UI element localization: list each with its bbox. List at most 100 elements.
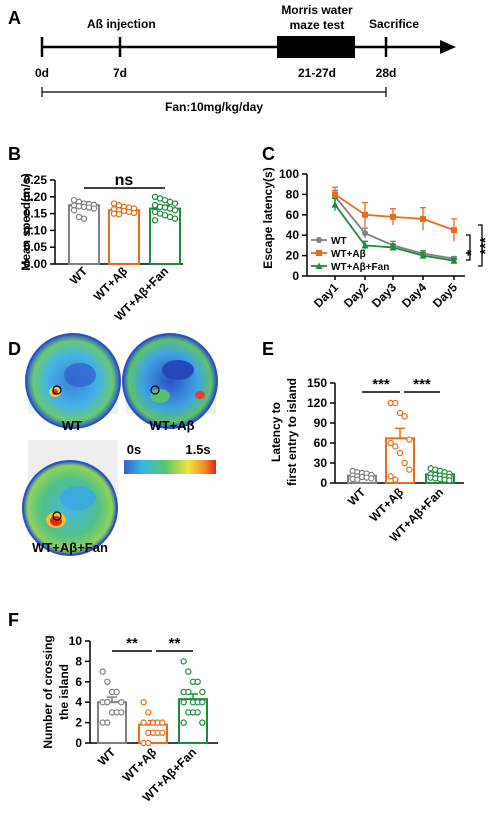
b-data-point bbox=[156, 203, 164, 211]
c-y-tick-label: 40 bbox=[286, 228, 300, 242]
e-data-point bbox=[406, 466, 413, 473]
c-legend-label: WT+Aβ bbox=[331, 249, 366, 260]
e-x-tick-label: WT bbox=[345, 485, 369, 509]
c-x-tick-label: Day5 bbox=[430, 280, 460, 310]
c-legend-marker bbox=[316, 250, 322, 256]
c-y-tick-label: 80 bbox=[286, 187, 300, 201]
panel-label-d: D bbox=[8, 339, 21, 359]
heatmap-label-wt: WT bbox=[62, 418, 82, 433]
c-sig-bracket-2 bbox=[478, 224, 483, 267]
b-y-tick-label: 0.15 bbox=[24, 207, 48, 221]
b-data-point bbox=[70, 207, 78, 214]
e-y-tick-label: 0 bbox=[320, 476, 327, 490]
e-y-tick-label: 60 bbox=[314, 436, 328, 450]
b-data-point bbox=[151, 217, 159, 224]
f-x-tick-label: WT bbox=[95, 745, 119, 769]
f-data-point bbox=[199, 688, 206, 696]
platform-marker-wt bbox=[52, 385, 62, 395]
f-data-point bbox=[104, 678, 111, 686]
scale-max-label: 1.5s bbox=[185, 442, 210, 457]
f-y-tick-label: 2 bbox=[75, 716, 82, 730]
scale-min-label: 0s bbox=[127, 442, 141, 457]
c-legend-label: WT bbox=[331, 236, 347, 247]
f-x-tick-label: WT+Aβ bbox=[120, 745, 159, 784]
tick-label-21-27d: 21-27d bbox=[298, 66, 336, 80]
f-y-tick-label: 8 bbox=[75, 654, 82, 668]
f-ylabel-1: Number of crossing bbox=[41, 635, 55, 748]
f-y-tick-label: 4 bbox=[75, 695, 82, 709]
b-ylabel: Mean speed(m/s) bbox=[19, 173, 33, 270]
heatmap-label-wt-abeta: WT+Aβ bbox=[149, 418, 194, 433]
e-y-tick-label: 120 bbox=[307, 396, 327, 410]
platform-marker-wt-abeta bbox=[150, 385, 160, 395]
b-y-tick-label: 0.00 bbox=[24, 257, 48, 271]
e-data-point bbox=[387, 473, 394, 480]
b-data-point bbox=[171, 200, 179, 207]
c-legend-marker bbox=[315, 262, 323, 269]
f-data-point bbox=[185, 668, 192, 675]
c-data-point bbox=[451, 227, 457, 234]
c-y-tick-label: 100 bbox=[279, 167, 299, 181]
f-ylabel-2: the island bbox=[57, 664, 71, 720]
b-y-tick-label: 0.20 bbox=[24, 190, 48, 204]
f-data-point bbox=[99, 668, 106, 675]
c-data-point bbox=[362, 211, 368, 218]
e-sig-label: *** bbox=[413, 376, 431, 393]
panel-label-a: A bbox=[8, 8, 21, 28]
b-x-tick-label: WT bbox=[67, 264, 91, 288]
e-y-tick-label: 150 bbox=[307, 376, 327, 390]
heatmap-wt bbox=[25, 333, 121, 429]
color-scale-bar bbox=[124, 460, 216, 474]
e-ylabel-2: first entry to island bbox=[285, 378, 299, 486]
e-y-tick-label: 30 bbox=[314, 456, 328, 470]
f-data-point bbox=[194, 678, 201, 686]
c-data-point bbox=[450, 257, 458, 264]
c-y-tick-label: 0 bbox=[292, 269, 299, 283]
heatmap-wt-abeta bbox=[122, 333, 218, 429]
event-abeta-injection: Aß injection bbox=[87, 17, 156, 31]
f-data-point bbox=[180, 719, 187, 726]
b-data-point bbox=[85, 204, 93, 211]
f-data-point bbox=[104, 699, 111, 706]
panel-e: E Latency to first entry to island 0 30 60… bbox=[262, 339, 464, 545]
b-data-point bbox=[171, 215, 179, 222]
f-data-point bbox=[159, 719, 166, 726]
c-x-tick-label: Day1 bbox=[311, 280, 341, 310]
tick-label-7d: 7d bbox=[113, 66, 127, 80]
c-data-point bbox=[331, 201, 339, 208]
c-y-tick-label: 20 bbox=[286, 249, 300, 263]
c-data-point bbox=[389, 243, 397, 251]
b-y-tick-label: 0.25 bbox=[24, 173, 48, 187]
c-x-tick-label: Day2 bbox=[341, 280, 371, 310]
b-y-tick-label: 0.10 bbox=[24, 223, 48, 237]
platform-marker-wt-abeta-fan bbox=[52, 511, 62, 521]
c-ylabel: Escape latency(s) bbox=[261, 167, 275, 268]
tick-label-28d: 28d bbox=[376, 66, 397, 80]
f-data-point bbox=[199, 719, 206, 726]
panel-a: A Aß injection Morris water maze test Sa… bbox=[8, 3, 456, 114]
f-data-point bbox=[140, 699, 147, 706]
f-y-tick-label: 10 bbox=[69, 634, 83, 648]
event-sacrifice: Sacrifice bbox=[369, 17, 419, 31]
event-mwm-line2: maze test bbox=[290, 18, 345, 32]
e-data-point bbox=[368, 475, 375, 482]
b-data-point bbox=[130, 209, 138, 217]
f-data-point bbox=[180, 699, 187, 706]
panel-f: F Number of crossing the island 0246810 … bbox=[8, 610, 218, 805]
b-data-point bbox=[161, 204, 169, 211]
b-data-point bbox=[80, 215, 88, 222]
f-sig-label: ** bbox=[169, 635, 181, 652]
e-data-point bbox=[387, 439, 394, 447]
timeline-arrow bbox=[440, 40, 456, 54]
panel-d: D WT WT+Aβ WT+Aβ+Fan 0s 1. bbox=[8, 333, 218, 556]
c-marks: **** bbox=[331, 186, 491, 267]
panel-label-b: B bbox=[8, 144, 21, 164]
b-bar bbox=[108, 209, 140, 266]
b-data-point bbox=[120, 207, 128, 215]
f-data-point bbox=[145, 709, 152, 716]
tick-label-0d: 0d bbox=[35, 66, 49, 80]
